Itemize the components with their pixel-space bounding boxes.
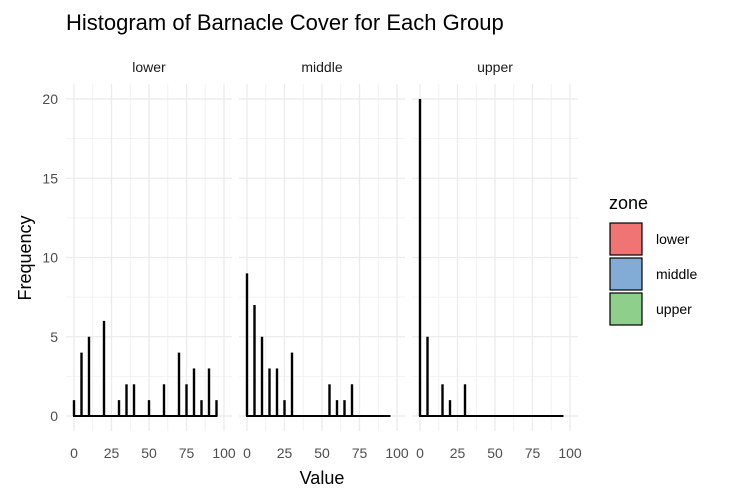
- x-tick-label: 75: [525, 445, 541, 461]
- legend-label-upper: upper: [656, 301, 692, 317]
- x-tick-label: 100: [212, 445, 236, 461]
- facet-panel-lower: lower 0 25 50 75 100: [66, 59, 236, 461]
- strip-label-middle: middle: [301, 59, 342, 75]
- x-tick-label: 75: [179, 445, 195, 461]
- chart-title: Histogram of Barnacle Cover for Each Gro…: [66, 10, 504, 35]
- facet-panel-middle: middle 0 25 50 75 100: [239, 59, 409, 461]
- x-tick-label: 100: [385, 445, 409, 461]
- y-tick-label: 0: [50, 408, 58, 424]
- y-tick-label: 5: [50, 329, 58, 345]
- legend-key-middle: [609, 257, 643, 291]
- legend-key-upper: [609, 292, 643, 326]
- strip-label-lower: lower: [132, 59, 166, 75]
- x-tick-label: 25: [277, 445, 293, 461]
- y-tick-label: 20: [42, 91, 58, 107]
- x-tick-label: 0: [416, 445, 424, 461]
- legend-key-lower: [609, 222, 643, 256]
- x-tick-label: 25: [104, 445, 120, 461]
- y-axis-title: Frequency: [15, 215, 35, 300]
- facet-panels: lower 0 25 50 75 100 middle 0 25 50 75 100 upper 0 25 5…: [66, 59, 582, 461]
- y-tick-label: 10: [42, 250, 58, 266]
- legend: zone lower middle upper: [609, 193, 697, 326]
- x-tick-label: 50: [487, 445, 503, 461]
- x-tick-label: 0: [243, 445, 251, 461]
- strip-label-upper: upper: [477, 59, 513, 75]
- x-tick-label: 50: [314, 445, 330, 461]
- x-tick-label: 25: [450, 445, 466, 461]
- x-tick-label: 100: [558, 445, 582, 461]
- legend-label-middle: middle: [656, 266, 697, 282]
- y-tick-label: 15: [42, 170, 58, 186]
- x-tick-label: 50: [141, 445, 157, 461]
- legend-title: zone: [609, 193, 648, 213]
- y-axis: 0 5 10 15 20: [42, 91, 58, 424]
- facet-panel-upper: upper 0 25 50 75 100: [412, 59, 582, 461]
- x-axis-title: Value: [300, 468, 345, 488]
- x-tick-label: 0: [70, 445, 78, 461]
- x-tick-label: 75: [352, 445, 368, 461]
- legend-label-lower: lower: [656, 231, 690, 247]
